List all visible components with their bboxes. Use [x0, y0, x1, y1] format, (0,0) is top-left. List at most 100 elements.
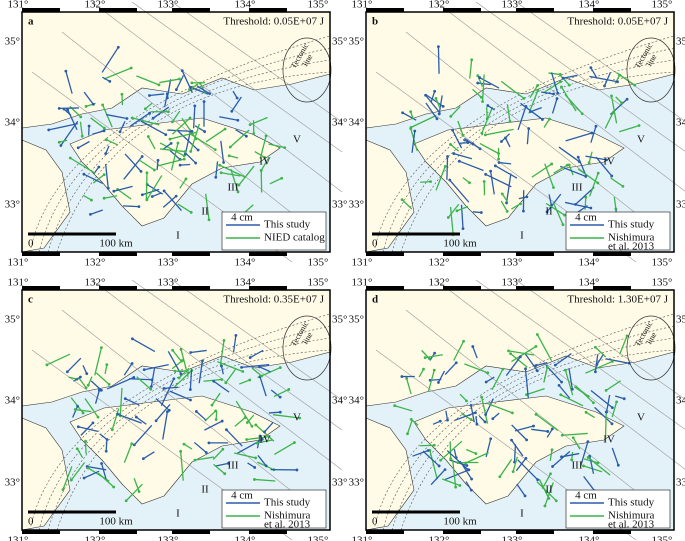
displacement-arrow [543, 367, 548, 383]
displacement-arrow [119, 387, 123, 416]
arrow-head [84, 386, 88, 390]
legend-text: This study [264, 219, 311, 231]
arrow-head [140, 155, 144, 158]
scale-end: 100 km [443, 238, 477, 250]
displacement-arrow [543, 118, 551, 128]
displacement-arrow [543, 81, 561, 94]
arrow-head [507, 349, 510, 353]
arrow-head [560, 433, 564, 437]
displacement-arrow [90, 380, 102, 391]
arrow-head [489, 169, 493, 173]
longitude-label: 134° [235, 277, 256, 289]
displacement-arrow [231, 96, 242, 112]
arrow-head [105, 138, 108, 142]
arrow-head [116, 412, 119, 416]
arrow-head [437, 45, 440, 49]
arrow-head [99, 388, 103, 392]
arrow-head [525, 393, 528, 397]
arrow-head [438, 419, 442, 423]
displacement-arrow [619, 335, 628, 355]
displacement-arrow [452, 129, 463, 149]
frame-tick [593, 252, 631, 256]
region-boundary [131, 279, 343, 431]
displacement-arrow [225, 429, 243, 447]
legend-scale: 4 cm [575, 490, 597, 502]
arrow-head [240, 365, 243, 369]
arrow-head [278, 366, 282, 369]
displacement-arrow [526, 128, 530, 145]
displacement-arrow [528, 90, 539, 114]
arrow-head [210, 403, 214, 407]
arrow-head [107, 382, 111, 386]
arrow-head [248, 378, 252, 382]
arrow-head [565, 163, 569, 167]
displacement-arrow [83, 173, 103, 185]
arrow-head [220, 378, 224, 381]
arrow-head [625, 334, 629, 338]
arrow-head [190, 129, 194, 133]
arrow-head [295, 468, 299, 472]
arrow-head [443, 164, 447, 168]
arrow-head [567, 83, 571, 87]
arrow-head [76, 425, 80, 429]
legend-text: et al. 2013 [608, 519, 655, 531]
panel-label: a [28, 16, 34, 28]
arrow-head [518, 355, 522, 359]
legend-scale: 4 cm [231, 490, 253, 502]
depth-contour [47, 337, 331, 531]
arrow-head [245, 421, 249, 424]
displacement-arrow [564, 93, 583, 115]
displacement-arrow [481, 396, 489, 424]
tectonic-line-area [626, 37, 676, 103]
displacement-arrow [104, 163, 109, 189]
longitude-label: 131° [352, 257, 373, 269]
arrow-head [278, 395, 282, 399]
latitude-label: 34° [5, 117, 20, 129]
arrow-head [611, 111, 615, 115]
arrow-head [466, 141, 470, 145]
arrow-head [616, 463, 620, 467]
displacement-arrow [160, 378, 175, 407]
arrow-head [207, 441, 211, 445]
displacement-arrow [589, 75, 618, 83]
displacement-arrow [437, 370, 446, 383]
legend-text: This study [608, 497, 655, 509]
arrow-head [458, 484, 462, 487]
longitude-label: 135° [652, 277, 673, 289]
displacement-arrow [82, 194, 92, 201]
displacement-arrow [273, 388, 290, 398]
longitude-label: 131° [352, 277, 373, 289]
latitude-label: 35° [349, 36, 364, 48]
region-boundary [475, 279, 685, 430]
latitude-label: 33° [332, 199, 347, 211]
displacement-arrow [152, 106, 170, 119]
arrow-head [157, 83, 161, 87]
arrow-head [545, 210, 549, 214]
latitude-label: 33° [5, 199, 20, 211]
arrow-head [188, 388, 192, 391]
displacement-arrow [552, 201, 564, 225]
displacement-arrow [169, 390, 191, 401]
displacement-arrow [394, 405, 413, 412]
arrow-head [235, 96, 239, 100]
longitude-label: 133° [502, 277, 523, 289]
arrow-head [174, 194, 178, 198]
arrow-head [141, 457, 145, 461]
displacement-arrow [213, 380, 230, 393]
displacement-arrow [425, 102, 438, 120]
frame-tick [99, 530, 137, 534]
arrow-head [622, 397, 626, 401]
longitude-label: 133° [158, 0, 179, 11]
latitude-label: 35° [5, 36, 20, 48]
displacement-arrow [605, 358, 630, 364]
arrow-head [432, 368, 436, 372]
arrow-head [582, 464, 585, 468]
arrow-head [500, 192, 504, 196]
arrow-head [524, 456, 528, 460]
displacement-arrow [446, 450, 469, 471]
region-label: V [637, 412, 645, 424]
scale-end: 100 km [99, 238, 133, 250]
displacement-arrow [123, 156, 143, 180]
